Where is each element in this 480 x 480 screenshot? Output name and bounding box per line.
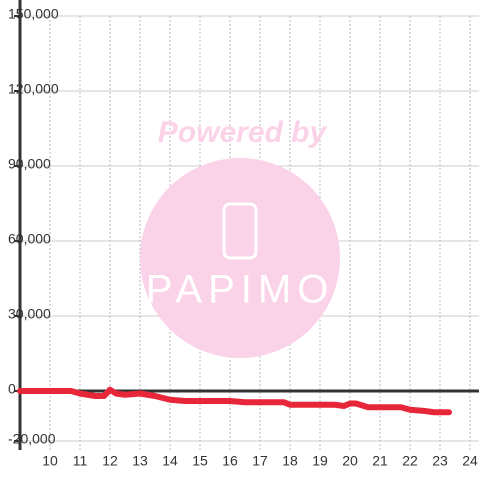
x-tick-label: 22 bbox=[402, 453, 418, 469]
y-tick-label: 60,000 bbox=[8, 231, 51, 247]
x-tick-label: 14 bbox=[162, 453, 178, 469]
x-tick-label: 10 bbox=[42, 453, 58, 469]
y-tick-label: 30,000 bbox=[8, 306, 51, 322]
y-tick-label: -20,000 bbox=[8, 431, 56, 447]
watermark: Powered by PAPIMO bbox=[140, 116, 340, 358]
x-tick-label: 16 bbox=[222, 453, 238, 469]
x-tick-label: 23 bbox=[432, 453, 448, 469]
y-tick-label: 120,000 bbox=[8, 81, 59, 97]
data-line bbox=[17, 386, 452, 416]
x-tick-label: 19 bbox=[312, 453, 328, 469]
x-tick-label: 15 bbox=[192, 453, 208, 469]
x-tick-label: 18 bbox=[282, 453, 298, 469]
x-tick-label: 13 bbox=[132, 453, 148, 469]
y-tick-label: 0 bbox=[8, 381, 16, 397]
watermark-text: Powered by bbox=[158, 116, 328, 149]
watermark-phone bbox=[222, 202, 258, 260]
watermark-brand: PAPIMO bbox=[146, 268, 335, 312]
x-tick-label: 21 bbox=[372, 453, 388, 469]
x-tick-label: 24 bbox=[462, 453, 478, 469]
y-tick-label: 150,000 bbox=[8, 6, 59, 22]
x-tick-label: 20 bbox=[342, 453, 358, 469]
y-tick-label: 90,000 bbox=[8, 156, 51, 172]
x-tick-label: 12 bbox=[102, 453, 118, 469]
x-tick-label: 11 bbox=[73, 453, 88, 469]
x-tick-label: 17 bbox=[252, 453, 268, 469]
